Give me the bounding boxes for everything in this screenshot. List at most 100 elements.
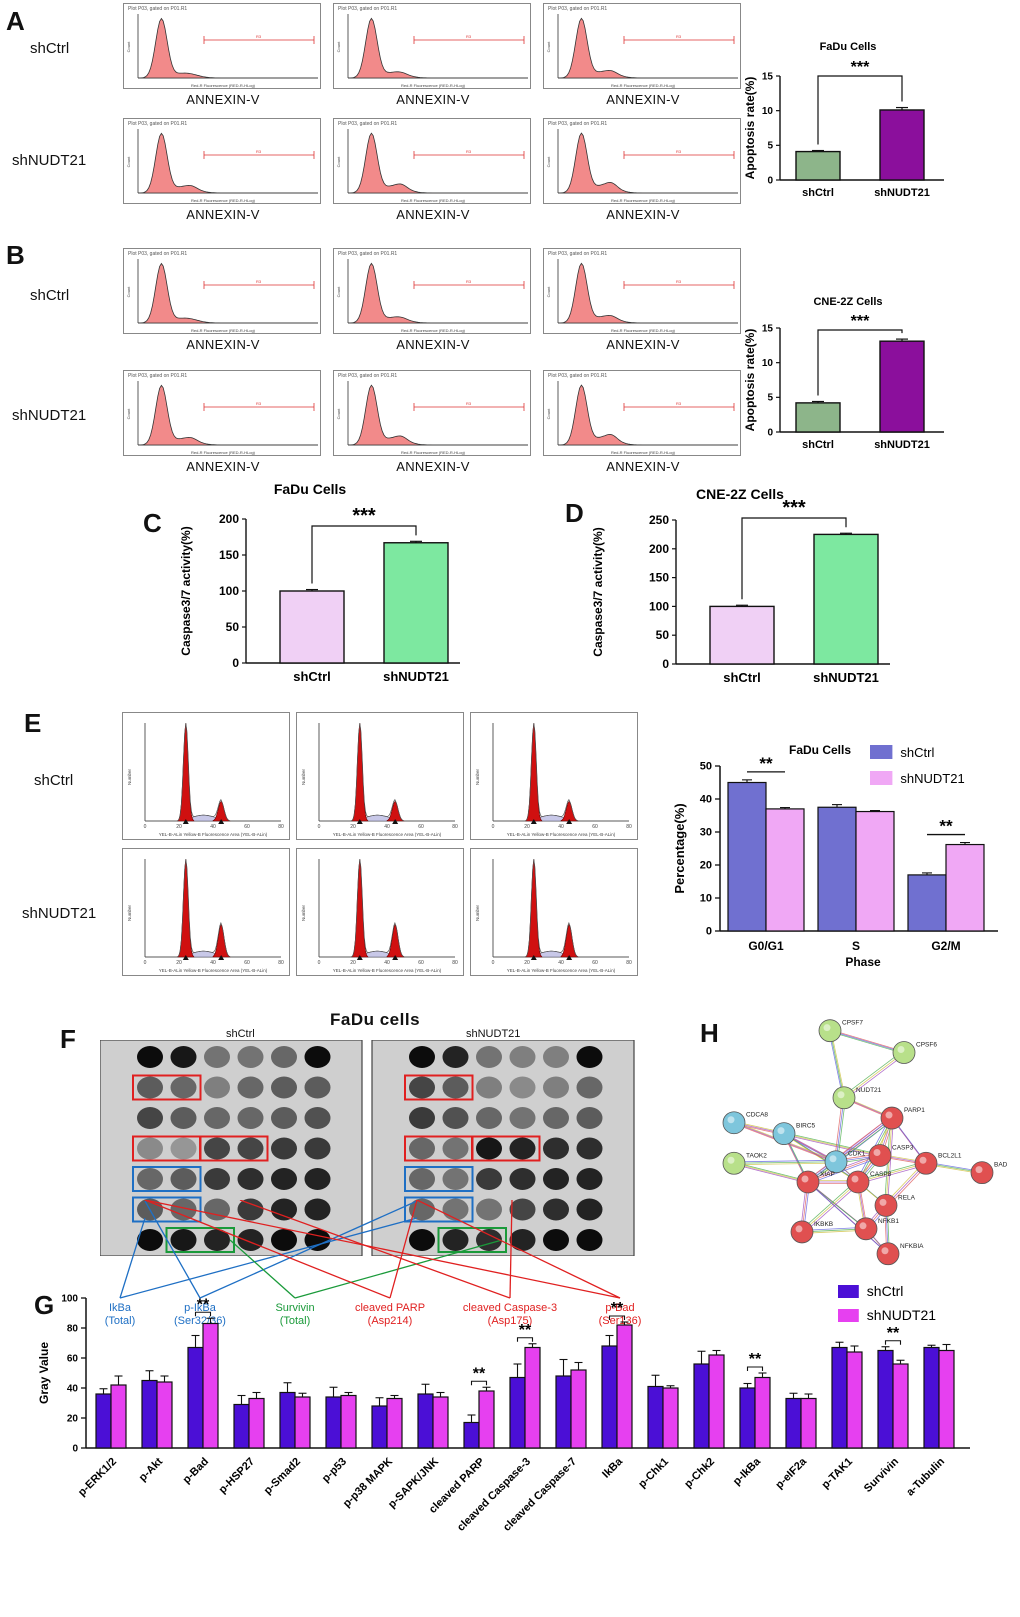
bar (110, 1384, 127, 1449)
blot-dot (543, 1076, 569, 1099)
x-axis-text: Red-R Fluorescence (RED-R-HLog) (401, 450, 466, 455)
y-axis-text: Count (546, 286, 551, 298)
histogram-svg: R3 Red-R Fluorescence (RED-R-HLog) Count (336, 381, 528, 455)
blot-dot (271, 1229, 297, 1251)
y-axis-label: Caspase3/7 activity(%) (591, 527, 605, 656)
blot-dot (204, 1076, 230, 1099)
network-edge (733, 1162, 809, 1183)
x-axis-text: YEL-B-ALin Yellow-B Fluorescence Area (Y… (333, 832, 442, 837)
apoptosis-chart-fadu: FaDu Cells 0 5 10 15 Apoptosis rate(%) shCtrl s… (743, 41, 944, 199)
x-tick-label: 20 (524, 960, 530, 966)
significance-marker: *** (851, 59, 870, 76)
node-highlight (777, 1127, 785, 1135)
y-tick-label: 100 (61, 1293, 78, 1304)
histogram-peak (347, 17, 528, 79)
histogram-svg: R3 Red-R Fluorescence (RED-R-HLog) Count (336, 259, 528, 333)
histogram-svg: R3 Red-R Fluorescence (RED-R-HLog) Count (126, 14, 318, 88)
cell-cycle-histogram: 0 20 40 60 80 YEL-B-ALin Yellow-B Fluorescenc… (470, 848, 638, 976)
gray-value-chart: 0 20 40 60 80 100 Gray Value p-ERK1/2 p-Akt p-Bad… (37, 1283, 970, 1534)
x-axis-caption: ANNEXIN-V (186, 337, 260, 352)
bar (754, 1376, 771, 1449)
x-tick-label: shCtrl (723, 670, 761, 685)
x-axis-text: Red-R Fluorescence (RED-R-HLog) (611, 450, 676, 455)
network-node-label: CASP8 (870, 1171, 892, 1178)
y-axis-text: Count (126, 156, 131, 168)
connector-line (199, 1200, 418, 1299)
x-axis-caption: ANNEXIN-V (186, 207, 260, 222)
histogram-svg: R3 Red-R Fluorescence (RED-R-HLog) Count (336, 14, 528, 88)
bar (879, 109, 925, 181)
g1-marker (182, 955, 189, 960)
node-highlight (801, 1175, 809, 1183)
x-tick-label: shCtrl (802, 439, 834, 451)
g2-peak (386, 924, 405, 958)
panel-letter-e: E (24, 708, 42, 738)
y-axis-text: Count (126, 41, 131, 53)
blot-dot (237, 1168, 264, 1190)
caspase-chart-fadu: FaDu Cells 0 50 100 150 200 Caspase3/7 activit… (179, 481, 460, 684)
flow-histogram: Plot P03, gated on P01.R1 R3 Red-R Fluores… (333, 3, 531, 89)
gate-label: R3 (676, 34, 682, 39)
blot-dot (543, 1229, 569, 1251)
network-node-label: BIRC5 (796, 1123, 816, 1130)
bar (202, 1322, 219, 1449)
blot-dot (170, 1076, 197, 1099)
network-edge (783, 1133, 859, 1183)
bar (371, 1405, 388, 1449)
blot-left-label: shCtrl (226, 1028, 255, 1040)
g1-marker (356, 955, 363, 960)
bar (879, 340, 925, 433)
y-tick-label: 0 (662, 657, 669, 671)
gate-label: R3 (676, 279, 682, 284)
y-tick-label: 15 (762, 323, 774, 334)
significance-bracket (608, 1315, 626, 1320)
network-node-label: CPSF6 (916, 1042, 937, 1049)
significance-bracket (817, 329, 903, 396)
blot-highlight-box (132, 1196, 202, 1223)
connector-line (144, 1200, 201, 1299)
y-axis-label: Caspase3/7 activity(%) (179, 526, 193, 655)
x-tick-label: 40 (384, 960, 390, 966)
x-tick-label: 60 (592, 824, 598, 830)
legend-label: shNUDT21 (900, 771, 964, 786)
blot-dot (476, 1076, 502, 1099)
x-tick-label: 40 (210, 824, 216, 830)
significance-marker: ** (611, 1300, 624, 1317)
chart-title: CNE-2Z Cells (813, 296, 882, 308)
x-tick-label: 80 (452, 960, 458, 966)
bar (417, 1393, 434, 1449)
y-tick-label: 10 (762, 106, 774, 117)
blot-dot (509, 1137, 536, 1160)
blot-dot (476, 1168, 502, 1190)
significance-bracket (516, 1337, 534, 1342)
blot-dot (271, 1168, 297, 1190)
network-node (846, 1170, 870, 1194)
network-edge (807, 1117, 893, 1183)
x-tick-label: 60 (244, 824, 250, 830)
blot-dot (204, 1229, 230, 1251)
flow-histogram: Plot P03, gated on P01.R1 R3 Red-R Fluores… (543, 370, 741, 456)
network-node (796, 1170, 820, 1194)
blot-highlight-box (404, 1166, 474, 1192)
x-axis-caption: ANNEXIN-V (606, 207, 680, 222)
x-tick-label: 80 (452, 824, 458, 830)
blot-annotation-name: IkBa (108, 1302, 131, 1314)
x-axis-text: Red-R Fluorescence (RED-R-HLog) (191, 198, 256, 203)
blot-dot (170, 1107, 197, 1129)
blot-dot (576, 1137, 603, 1160)
g2-marker (392, 955, 399, 960)
blot-connector-lines (119, 1200, 621, 1299)
bar (765, 808, 805, 932)
blot-dot (237, 1107, 264, 1129)
y-tick-label: 40 (700, 794, 712, 806)
blot-dot (237, 1046, 264, 1068)
network-node-label: IKBKB (814, 1221, 833, 1228)
dot-blot-array (100, 1040, 635, 1256)
y-axis-text: Count (546, 156, 551, 168)
x-tick-label: 80 (278, 824, 284, 830)
network-edge (800, 1180, 857, 1231)
blot-dot (170, 1229, 197, 1251)
g2-peak (212, 801, 231, 822)
significance-marker: *** (782, 497, 806, 519)
y-tick-label: 0 (72, 1443, 78, 1454)
